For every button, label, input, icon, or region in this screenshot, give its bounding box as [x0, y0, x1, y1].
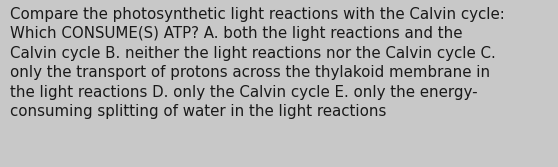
Text: Compare the photosynthetic light reactions with the Calvin cycle:
Which CONSUME(: Compare the photosynthetic light reactio…	[10, 7, 505, 119]
